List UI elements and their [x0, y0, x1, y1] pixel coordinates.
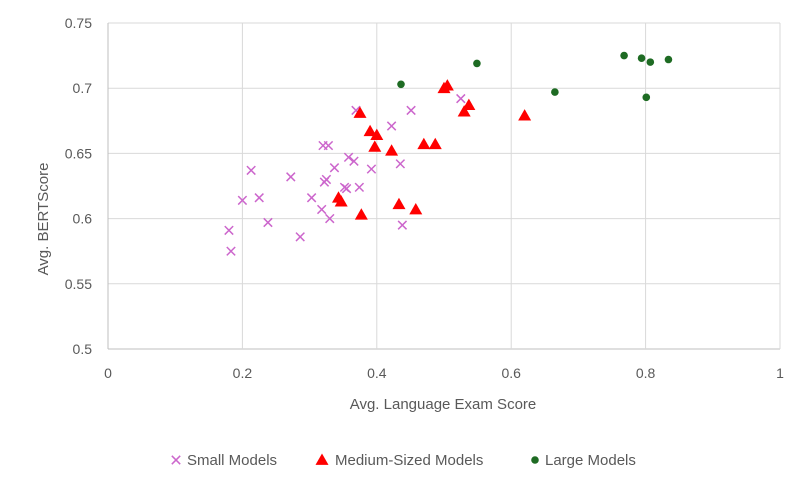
y-tick-label: 0.7: [73, 80, 93, 96]
data-points: [224, 51, 673, 256]
data-point: [321, 174, 332, 185]
x-axis-title: Avg. Language Exam Score: [350, 396, 537, 413]
data-point: [551, 88, 559, 96]
data-point: [385, 144, 399, 156]
data-point: [370, 128, 384, 141]
data-point: [254, 193, 264, 203]
data-point: [440, 79, 454, 91]
data-point: [386, 121, 397, 131]
data-point: [323, 140, 334, 151]
data-point: [395, 159, 406, 169]
data-point: [325, 213, 335, 224]
data-point: [246, 165, 256, 176]
data-point: [664, 55, 673, 64]
legend-label: Medium-Sized Models: [335, 452, 483, 469]
data-point: [409, 202, 423, 215]
data-point: [368, 140, 382, 152]
data-point: [518, 109, 532, 121]
data-point: [392, 197, 406, 210]
data-point: [406, 105, 416, 116]
x-tick-label: 0.4: [367, 365, 387, 381]
data-point: [456, 93, 466, 104]
legend-marker: [171, 455, 181, 465]
data-point: [306, 193, 317, 203]
data-point: [462, 98, 476, 111]
data-point: [334, 195, 348, 207]
series-small-models: [224, 93, 466, 256]
legend-label: Small Models: [187, 452, 277, 469]
data-point: [397, 220, 408, 230]
data-point: [263, 217, 273, 228]
x-tick-label: 0.6: [501, 365, 521, 381]
grid: [107, 22, 781, 350]
y-tick-label: 0.55: [65, 276, 92, 292]
data-point: [620, 51, 628, 60]
x-tick-label: 0: [104, 365, 112, 381]
series-medium-sized-models: [331, 79, 532, 220]
y-tick-label: 0.5: [73, 341, 93, 357]
data-point: [397, 80, 405, 89]
y-tick-label: 0.6: [73, 211, 93, 227]
y-tick-label: 0.65: [65, 145, 92, 161]
data-point: [457, 105, 471, 117]
data-point: [428, 137, 442, 150]
data-point: [417, 137, 431, 150]
data-point: [642, 93, 651, 102]
legend-item-small-models: Small Models: [171, 452, 277, 469]
data-point: [329, 163, 340, 173]
data-point: [286, 172, 296, 182]
data-point: [366, 164, 377, 174]
data-point: [637, 54, 646, 63]
x-tick-label: 1: [776, 365, 784, 381]
series-large-models: [397, 51, 673, 102]
legend: Small Models Medium-Sized Models Large Mod…: [171, 452, 636, 469]
data-point: [353, 106, 367, 118]
data-point: [354, 208, 368, 220]
data-point: [237, 195, 248, 206]
data-point: [349, 156, 359, 166]
data-point: [473, 59, 481, 68]
data-point: [295, 232, 305, 242]
legend-label: Large Models: [545, 452, 636, 469]
data-point: [646, 58, 655, 66]
tick-labels: 0 0.2 0.4 0.6 0.8 1 0.5 0.55 0.6 0.65 0.7 0.75: [65, 15, 784, 381]
x-tick-label: 0.8: [636, 365, 656, 381]
data-point: [354, 182, 365, 193]
legend-item-large-models: Large Models: [531, 452, 636, 469]
legend-marker: [531, 456, 539, 464]
data-point: [343, 152, 354, 163]
y-axis-title: Avg. BERTScore: [35, 163, 52, 276]
legend-item-medium-sized-models: Medium-Sized Models: [315, 452, 483, 469]
legend-marker: [315, 453, 329, 465]
data-point: [226, 246, 236, 256]
x-tick-label: 0.2: [233, 365, 253, 381]
data-point: [224, 225, 234, 236]
data-point: [316, 204, 327, 215]
data-point: [363, 124, 377, 137]
y-tick-label: 0.75: [65, 15, 92, 31]
data-point: [341, 183, 352, 194]
